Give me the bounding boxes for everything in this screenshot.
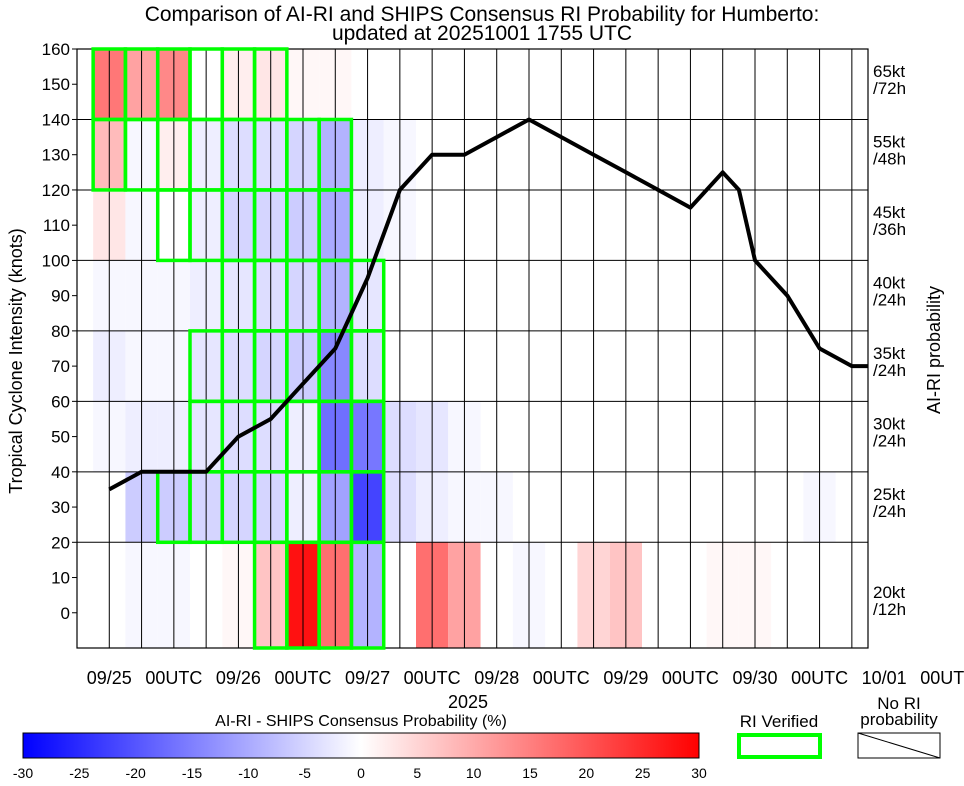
ri-verified-legend-box bbox=[737, 733, 822, 759]
x-tick-label: 09/26 bbox=[216, 668, 261, 688]
y-tick-label: 160 bbox=[42, 40, 70, 59]
colorbar-tick-label: 0 bbox=[357, 765, 365, 781]
ri-threshold-line2: /72h bbox=[873, 79, 906, 98]
y-tick-label: 50 bbox=[51, 428, 70, 447]
colorbar-ticks: -30 -25 -20 -15 -10 -5 0 5 10 15 20 25 30 bbox=[13, 765, 707, 781]
y-tick-label: 60 bbox=[51, 392, 70, 411]
x-tick-label: 09/29 bbox=[603, 668, 648, 688]
x-axis-ticks: 09/25 00UTC 09/26 00UTC 09/27 00UTC 09/28 00UTC… bbox=[87, 668, 964, 688]
y-tick-label: 150 bbox=[42, 75, 70, 94]
y-tick-label: 40 bbox=[51, 463, 70, 482]
ri-verified-box-47 bbox=[349, 540, 386, 650]
y-tick-label: 110 bbox=[43, 216, 70, 235]
x-tick-label: 00UTC bbox=[791, 668, 848, 688]
y-axis-label: Tropical Cyclone Intensity (knots) bbox=[6, 228, 26, 493]
x-tick-label: 09/25 bbox=[87, 668, 132, 688]
y-tick-label: 100 bbox=[42, 251, 70, 270]
colorbar-tick-label: -20 bbox=[126, 765, 146, 781]
y-axis-ticks: 0 10 20 30 40 50 60 70 80 90 100 110 120 130 140 150 160 bbox=[42, 40, 77, 623]
colorbar-tick-label: 15 bbox=[522, 765, 538, 781]
ri-threshold-line2: /24h bbox=[873, 432, 906, 451]
y-tick-label: 20 bbox=[51, 533, 70, 552]
colorbar bbox=[22, 732, 700, 759]
chart-title: Comparison of AI-RI and SHIPS Consensus … bbox=[145, 3, 820, 26]
y-tick-label: 0 bbox=[61, 604, 70, 623]
x-tick-label: 09/27 bbox=[345, 668, 390, 688]
y-tick-label: 30 bbox=[51, 498, 70, 517]
x-tick-label: 09/28 bbox=[474, 668, 519, 688]
plot-frame bbox=[76, 48, 869, 649]
colorbar-label: AI-RI - SHIPS Consensus Probability (%) bbox=[215, 713, 507, 730]
colorbar-tick-label: -5 bbox=[298, 765, 311, 781]
ri-threshold-line1: 45kt bbox=[873, 203, 905, 222]
ri-verified-legend-label: RI Verified bbox=[740, 712, 818, 731]
colorbar-tick-label: 5 bbox=[413, 765, 421, 781]
ri-threshold-line2: /12h bbox=[873, 600, 906, 619]
ri-threshold-line1: 35kt bbox=[873, 344, 905, 363]
y-tick-label: 80 bbox=[51, 322, 70, 341]
x-tick-label: 10/01 bbox=[862, 668, 907, 688]
x-tick-label: 00UTC bbox=[404, 668, 461, 688]
chart-subtitle: updated at 20251001 1755 UTC bbox=[332, 22, 632, 45]
y-tick-label: 10 bbox=[51, 569, 70, 588]
colorbar-tick-label: 30 bbox=[691, 765, 707, 781]
ri-threshold-line2: /36h bbox=[873, 220, 906, 239]
ri-threshold-line2: /24h bbox=[873, 291, 906, 310]
heatmap-cells bbox=[77, 49, 868, 648]
ri-threshold-line2: /24h bbox=[873, 361, 906, 380]
no-ri-legend-hatch bbox=[857, 732, 941, 759]
ri-threshold-line1: 30kt bbox=[873, 415, 905, 434]
ri-threshold-line2: /24h bbox=[873, 502, 906, 521]
x-axis-year: 2025 bbox=[448, 692, 488, 712]
intensity-line bbox=[108, 117, 868, 492]
y-tick-label: 120 bbox=[42, 181, 70, 200]
x-tick-label: 00UTC bbox=[920, 668, 964, 688]
no-ri-legend-label-1: No RI bbox=[877, 694, 920, 713]
colorbar-tick-label: 25 bbox=[635, 765, 651, 781]
x-tick-label: 09/30 bbox=[732, 668, 777, 688]
x-tick-label: 00UTC bbox=[274, 668, 331, 688]
y-tick-label: 140 bbox=[42, 110, 70, 129]
ri-threshold-line1: 40kt bbox=[873, 274, 905, 293]
ri-threshold-line1: 25kt bbox=[873, 485, 905, 504]
ri-threshold-line1: 65kt bbox=[873, 62, 905, 81]
ri-threshold-labels: 20kt/12h25kt/24h30kt/24h35kt/24h40kt/24h… bbox=[873, 62, 906, 619]
y-tick-label: 130 bbox=[42, 146, 70, 165]
colorbar-tick-label: -15 bbox=[182, 765, 202, 781]
ri-threshold-line1: 55kt bbox=[873, 133, 905, 152]
x-tick-label: 00UTC bbox=[662, 668, 719, 688]
colorbar-tick-label: -10 bbox=[238, 765, 258, 781]
colorbar-tick-label: 10 bbox=[466, 765, 482, 781]
y2-axis-label: AI-RI probability bbox=[924, 286, 944, 414]
x-tick-label: 00UTC bbox=[533, 668, 590, 688]
no-ri-legend-label-2: probability bbox=[860, 710, 938, 729]
colorbar-tick-label: 20 bbox=[579, 765, 595, 781]
colorbar-tick-label: -25 bbox=[69, 765, 89, 781]
y-tick-label: 70 bbox=[51, 357, 70, 376]
y-tick-label: 90 bbox=[51, 287, 70, 306]
ri-threshold-line2: /48h bbox=[873, 150, 906, 169]
ri-threshold-line1: 20kt bbox=[873, 583, 905, 602]
x-tick-label: 00UTC bbox=[145, 668, 202, 688]
colorbar-tick-label: -30 bbox=[13, 765, 33, 781]
